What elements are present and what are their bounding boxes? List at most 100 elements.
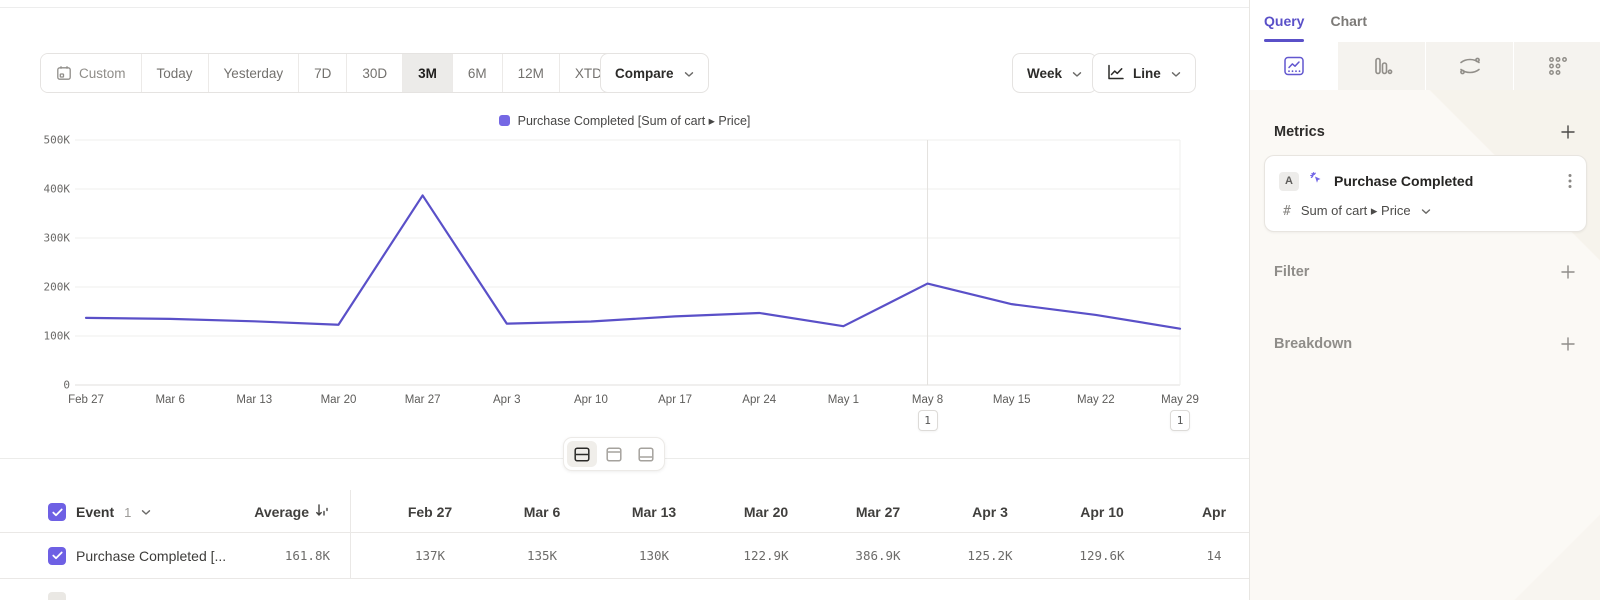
- retention-icon: [1547, 55, 1569, 77]
- svg-text:Mar 27: Mar 27: [405, 394, 441, 406]
- date-column-header[interactable]: Mar 27: [855, 504, 901, 520]
- date-column-header[interactable]: Apr: [1201, 504, 1227, 520]
- chart-top-view-icon: [606, 446, 622, 462]
- metric-name: Purchase Completed: [1334, 173, 1474, 189]
- add-metric-button[interactable]: [1558, 122, 1578, 142]
- range-yesterday-button[interactable]: Yesterday: [208, 54, 300, 92]
- range-3m-button[interactable]: 3M: [403, 54, 453, 92]
- svg-text:May 8: May 8: [912, 394, 943, 406]
- event-count: 1: [124, 504, 132, 520]
- funnels-icon: [1371, 55, 1393, 77]
- split-view-button[interactable]: [567, 441, 597, 467]
- metric-menu-button[interactable]: [1566, 171, 1574, 191]
- chart-bottom-view-button[interactable]: [631, 441, 661, 467]
- legend-swatch: [498, 115, 510, 126]
- date-column-header[interactable]: Apr 3: [972, 504, 1008, 520]
- report-type-funnels-tab[interactable]: [1338, 42, 1425, 90]
- metrics-title: Metrics: [1274, 124, 1325, 140]
- aggregation-selector[interactable]: # Sum of cart ▸ Price: [1283, 202, 1431, 220]
- tab-chart[interactable]: Chart: [1330, 0, 1367, 42]
- chart-canvas: 0 100K 200K 300K 400K 500K Feb 27 Mar 6 Mar 13 Ma…: [44, 134, 1199, 407]
- line-chart[interactable]: 0 100K 200K 300K 400K 500K Feb 27 Mar 6 Mar 13 Ma…: [0, 130, 1249, 432]
- cell-value: 137K: [414, 548, 446, 563]
- range-6m-button[interactable]: 6M: [452, 54, 503, 92]
- range-custom-button[interactable]: Custom: [41, 54, 142, 92]
- compare-button[interactable]: Compare: [600, 53, 709, 93]
- range-today-button[interactable]: Today: [141, 54, 209, 92]
- chevron-down-icon: [684, 66, 694, 81]
- svg-text:Apr 17: Apr 17: [658, 394, 692, 406]
- event-column-header: Event: [76, 504, 115, 520]
- chart-bottom-view-icon: [638, 446, 654, 462]
- chevron-down-icon: [1072, 66, 1082, 81]
- svg-text:Mar 6: Mar 6: [155, 394, 184, 406]
- svg-text:Mar 13: Mar 13: [236, 394, 272, 406]
- row-event-name: Purchase Completed [...: [76, 547, 227, 564]
- select-all-checkbox[interactable]: [48, 503, 66, 521]
- add-breakdown-button[interactable]: [1558, 334, 1578, 354]
- cell-value: 129.6K: [1079, 548, 1125, 563]
- svg-text:200K: 200K: [44, 281, 71, 294]
- svg-text:May 15: May 15: [993, 394, 1031, 406]
- report-type-flows-tab[interactable]: [1426, 42, 1513, 90]
- svg-text:Apr 24: Apr 24: [742, 394, 776, 406]
- cell-value: 130K: [638, 548, 670, 563]
- date-column-header[interactable]: Mar 6: [523, 504, 561, 520]
- table-header-border: [0, 532, 1249, 533]
- svg-text:100K: 100K: [44, 330, 71, 343]
- breakdown-title: Breakdown: [1274, 336, 1353, 352]
- metrics-section-header: Metrics: [1274, 122, 1578, 142]
- query-panel: Query Chart Metrics A Purchase Completed: [1249, 0, 1600, 600]
- report-type-insights-tab[interactable]: [1250, 42, 1337, 90]
- table-row-border: [0, 578, 1249, 579]
- metric-card[interactable]: A Purchase Completed # Sum of cart ▸ Pri…: [1264, 155, 1587, 232]
- row-average-value: 161.8K: [284, 548, 330, 563]
- sort-icon[interactable]: [315, 503, 330, 522]
- metric-letter-badge: A: [1279, 171, 1299, 191]
- split-view-icon: [574, 446, 590, 462]
- chart-top-view-button[interactable]: [599, 441, 629, 467]
- annotation-badge[interactable]: 1: [1170, 410, 1190, 431]
- svg-text:May 29: May 29: [1161, 394, 1199, 406]
- svg-text:May 1: May 1: [828, 394, 859, 406]
- range-7d-button[interactable]: 7D: [299, 54, 348, 92]
- next-row-checkbox-peek: [48, 592, 66, 600]
- svg-text:300K: 300K: [44, 232, 71, 245]
- interval-dropdown[interactable]: Week: [1012, 53, 1098, 93]
- report-type-retention-tab[interactable]: [1514, 42, 1600, 90]
- chevron-down-icon: [1171, 66, 1181, 81]
- chart-type-label: Line: [1133, 65, 1161, 81]
- date-column-header[interactable]: Mar 20: [743, 504, 789, 520]
- interval-label: Week: [1027, 65, 1063, 81]
- table-header-row: Event 1 Average Feb 27 Mar 6 Mar 13 Mar 20 M…: [0, 492, 1249, 532]
- annotation-badge[interactable]: 1: [917, 410, 938, 431]
- add-filter-button[interactable]: [1558, 262, 1578, 282]
- date-column-header[interactable]: Mar 13: [631, 504, 677, 520]
- chart-type-dropdown[interactable]: Line: [1092, 53, 1196, 93]
- svg-text:500K: 500K: [44, 134, 71, 147]
- table-row[interactable]: Purchase Completed [... 161.8K 137K 135K 1…: [0, 533, 1249, 578]
- svg-text:Apr 3: Apr 3: [493, 394, 521, 406]
- top-divider: [0, 7, 1249, 8]
- range-12m-button[interactable]: 12M: [502, 54, 560, 92]
- date-column-header[interactable]: Feb 27: [407, 504, 453, 520]
- layout-toggle-group: [563, 437, 665, 471]
- chevron-down-icon: [1421, 202, 1431, 220]
- date-range-group: Custom Today Yesterday 7D 30D 3M 6M 12M XTD: [40, 53, 635, 93]
- range-30d-button[interactable]: 30D: [347, 54, 404, 92]
- report-main-area: Custom Today Yesterday 7D 30D 3M 6M 12M XTD Comp…: [0, 7, 1249, 600]
- tab-query[interactable]: Query: [1264, 0, 1305, 42]
- date-column-header[interactable]: Apr 10: [1080, 504, 1124, 520]
- filter-title: Filter: [1274, 264, 1310, 280]
- insights-icon: [1283, 55, 1305, 77]
- chart-legend[interactable]: Purchase Completed [Sum of cart ▸ Price]: [0, 113, 1249, 128]
- chevron-down-icon[interactable]: [141, 503, 151, 521]
- svg-text:Mar 20: Mar 20: [321, 394, 357, 406]
- cell-value: 386.9K: [855, 548, 901, 563]
- chart-toolbar: Custom Today Yesterday 7D 30D 3M 6M 12M XTD Comp…: [0, 53, 1249, 93]
- compare-label: Compare: [615, 65, 674, 81]
- cell-value: 135K: [526, 548, 558, 563]
- row-checkbox[interactable]: [48, 546, 66, 565]
- calendar-icon: [56, 65, 72, 81]
